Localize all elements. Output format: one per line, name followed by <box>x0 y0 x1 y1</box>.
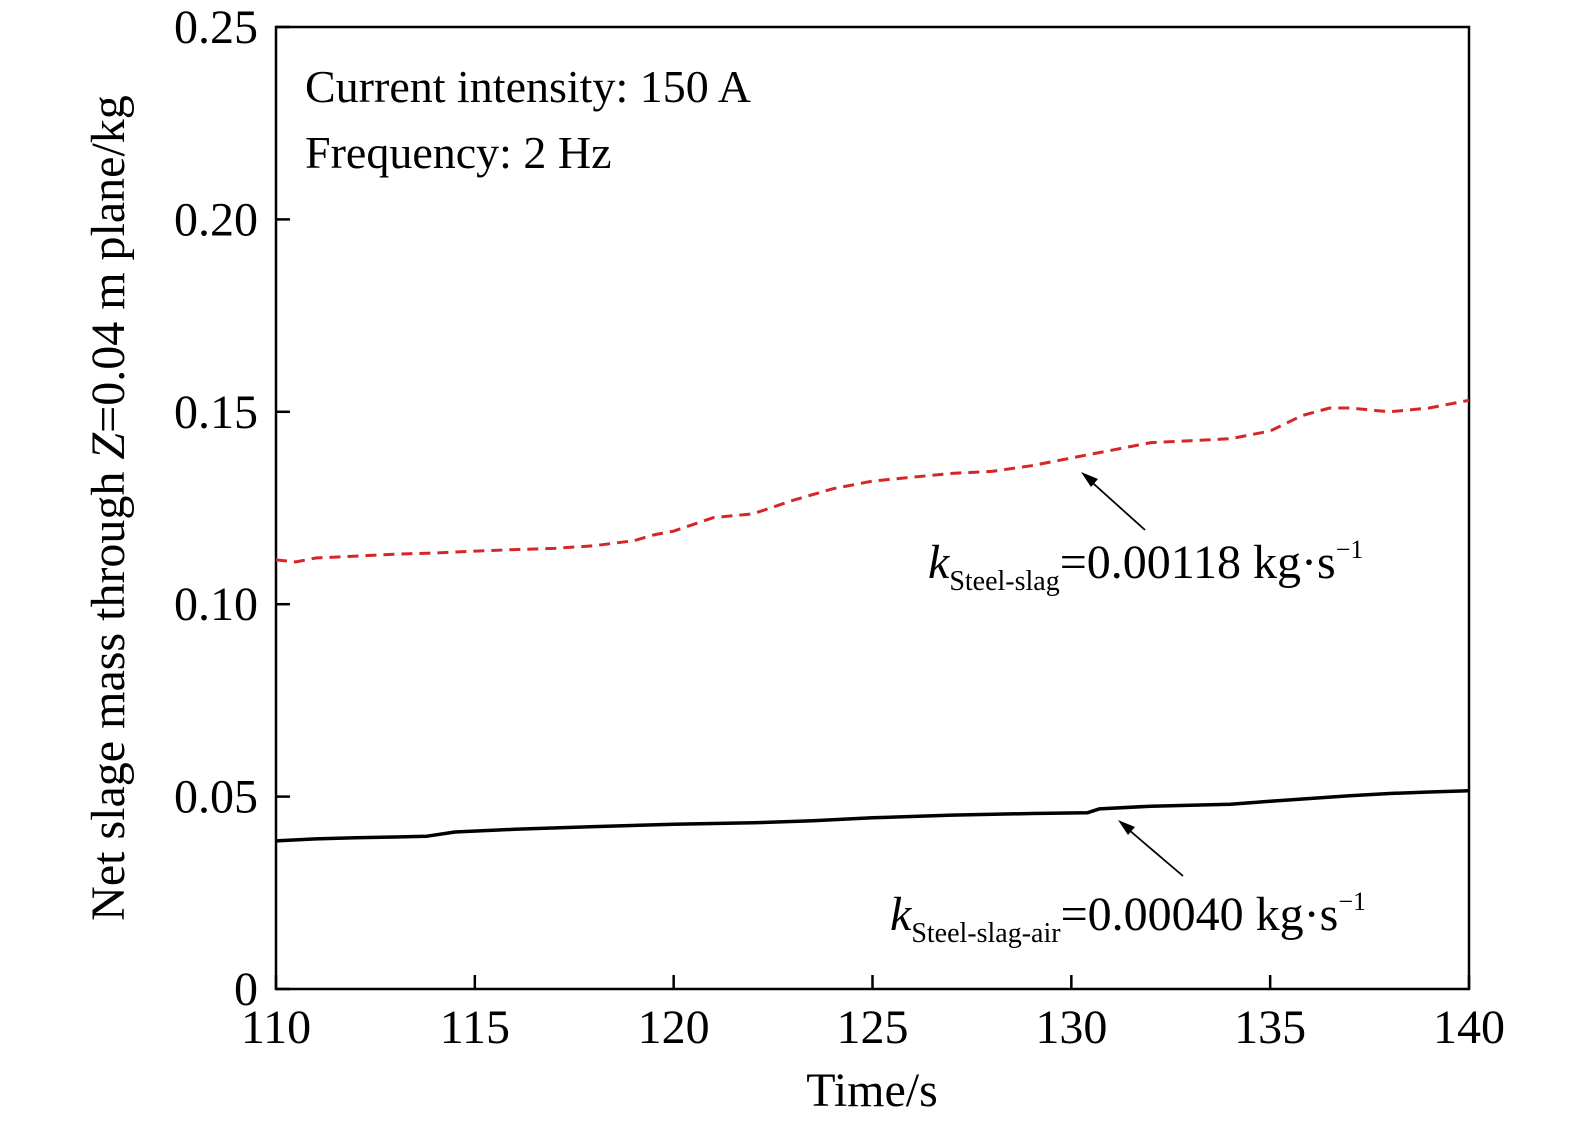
x-tick-label: 135 <box>1234 1001 1306 1054</box>
y-axis-label-prefix: Net slage mass through <box>82 460 135 921</box>
x-tick-label: 125 <box>837 1001 909 1054</box>
y-tick-label: 0.05 <box>174 771 258 824</box>
k-subscript: Steel-slag-air <box>911 918 1061 949</box>
x-tick-label: 110 <box>241 1001 311 1054</box>
k-symbol: k <box>928 536 951 589</box>
curve-label-steel-slag: kSteel-slag=0.00118 kg·s−1 <box>928 472 1363 597</box>
series-line-steel-slag <box>275 398 1470 564</box>
x-tick-label: 120 <box>638 1001 710 1054</box>
x-tick-label: 115 <box>440 1001 510 1054</box>
y-tick-label: 0.10 <box>174 578 258 631</box>
k-superscript: −1 <box>1338 887 1366 916</box>
k-subscript: Steel-slag <box>949 566 1059 597</box>
x-tick-label: 140 <box>1433 1001 1505 1054</box>
series-layer <box>275 398 1470 843</box>
y-axis-label-suffix: =0.04 m plane/kg <box>82 95 135 433</box>
annotation-current: Current intensity: 150 A <box>305 61 751 112</box>
y-ticks: 0 0.05 0.10 0.15 0.20 0.25 <box>174 1 290 1016</box>
k-superscript: −1 <box>1336 535 1364 564</box>
arrow-steel-slag <box>1084 475 1146 531</box>
series-line-steel-slag-air <box>275 789 1470 843</box>
k-value: =0.00040 kg·s <box>1061 888 1339 941</box>
x-axis-label: Time/s <box>806 1064 938 1117</box>
y-tick-label: 0 <box>234 963 258 1016</box>
curve-label-text-steel-slag: kSteel-slag=0.00118 kg·s−1 <box>928 535 1363 597</box>
x-tick-label: 130 <box>1035 1001 1107 1054</box>
arrowhead-steel-slag <box>1081 472 1098 487</box>
y-axis-label: Net slage mass through Z=0.04 m plane/kg <box>82 95 135 921</box>
annotation-frequency: Frequency: 2 Hz <box>305 127 612 178</box>
y-tick-label: 0.25 <box>174 1 258 54</box>
y-axis-label-variable: Z <box>82 432 135 460</box>
arrow-steel-slag-air <box>1121 823 1184 877</box>
y-tick-label: 0.20 <box>174 193 258 246</box>
curve-label-text-steel-slag-air: kSteel-slag-air=0.00040 kg·s−1 <box>890 887 1366 949</box>
k-symbol: k <box>890 888 913 941</box>
curve-label-steel-slag-air: kSteel-slag-air=0.00040 kg·s−1 <box>890 820 1366 949</box>
x-ticks: 110 115 120 125 130 135 140 <box>241 975 1505 1054</box>
y-tick-label: 0.15 <box>174 386 258 439</box>
arrowhead-steel-slag-air <box>1118 820 1135 835</box>
k-value: =0.00118 kg·s <box>1060 536 1336 589</box>
